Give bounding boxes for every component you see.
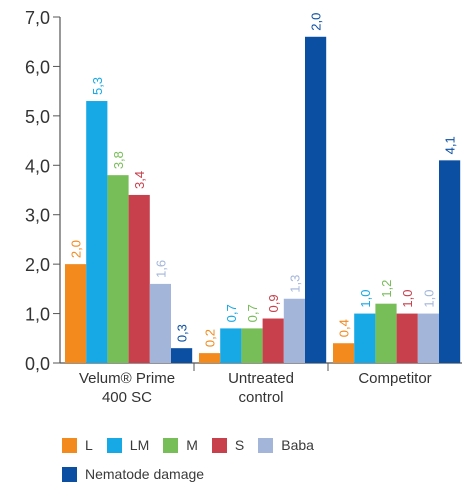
- legend-item-lm: LM: [106, 437, 150, 453]
- y-tick-label: 3,0: [25, 206, 50, 226]
- legend-label-baba: Baba: [281, 437, 314, 453]
- legend-swatch-nematode-damage: [62, 466, 77, 482]
- legend-swatch-baba: [258, 437, 274, 453]
- chart: 0,0 1,0 2,0 3,0 4,0 5,0 6,0 7,0 2,0 5,3 3,8 3,4 1,6 0…: [25, 8, 462, 406]
- bar-s: [262, 318, 284, 363]
- bar-baba: [417, 313, 439, 363]
- bar-s: [396, 313, 418, 363]
- y-tick-label: 0,0: [25, 354, 50, 374]
- legend-label-lm: LM: [129, 437, 150, 453]
- data-label: 1,0: [358, 289, 373, 307]
- legend-label-s: S: [234, 437, 245, 453]
- y-tick-label: 5,0: [25, 107, 50, 127]
- legend-swatch-m: [163, 437, 179, 453]
- bar-m: [241, 328, 263, 363]
- x-tick-label: Velum® Prime: [79, 370, 175, 387]
- bar-baba: [149, 283, 171, 363]
- x-tick-label: Untreated: [228, 370, 294, 387]
- data-label: 1,0: [421, 289, 436, 307]
- legend-item-s: S: [211, 437, 245, 453]
- data-label: 0,2: [203, 329, 218, 347]
- data-label: 2,0: [69, 240, 84, 258]
- legend-swatch-l: [62, 437, 77, 453]
- bar-nematode-damage: [439, 160, 461, 363]
- data-label: 0,9: [266, 294, 281, 312]
- bar-lm: [220, 328, 242, 363]
- bar-m: [375, 303, 397, 363]
- data-label: 0,7: [224, 304, 239, 322]
- y-tick-label: 2,0: [25, 255, 50, 275]
- y-tick-label: 1,0: [25, 305, 50, 325]
- bar-lm: [86, 101, 108, 364]
- data-label: 5,3: [90, 77, 105, 95]
- legend-row-2: Nematode damage: [62, 463, 462, 485]
- data-label: 4,1: [443, 136, 458, 154]
- bar-m: [107, 175, 129, 363]
- x-tick-label: control: [238, 389, 283, 406]
- bar-nematode-damage: [171, 348, 193, 363]
- legend-item-m: M: [163, 437, 198, 453]
- data-label: 0,4: [337, 319, 352, 337]
- bar-l: [333, 343, 355, 363]
- legend-row-1: L LM M S Baba: [62, 434, 462, 456]
- bar-baba: [283, 298, 305, 363]
- data-label: 2,0: [309, 13, 324, 31]
- x-tick-label: Competitor: [358, 370, 431, 387]
- data-label: 0,3: [175, 324, 190, 342]
- data-label: 0,7: [245, 304, 260, 322]
- bar-s: [128, 194, 150, 363]
- legend: L LM M S Baba Nematode damage: [62, 434, 462, 492]
- data-label: 1,0: [400, 289, 415, 307]
- bar-lm: [354, 313, 376, 363]
- data-label: 1,2: [379, 280, 394, 298]
- y-tick-label: 4,0: [25, 156, 50, 176]
- y-tick-label: 6,0: [25, 57, 50, 77]
- legend-item-baba: Baba: [258, 437, 314, 453]
- legend-swatch-s: [211, 437, 227, 453]
- data-label: 3,4: [132, 171, 147, 189]
- legend-label-nematode-damage: Nematode damage: [85, 466, 205, 482]
- bar-nematode-damage: [305, 36, 327, 364]
- legend-label-m: M: [186, 437, 198, 453]
- bar-l: [65, 264, 87, 363]
- data-label: 1,6: [153, 260, 168, 278]
- bar-l: [199, 353, 221, 363]
- legend-item-l: L: [62, 437, 93, 453]
- legend-swatch-lm: [106, 437, 122, 453]
- legend-label-l: L: [85, 437, 93, 453]
- x-tick-label: 400 SC: [102, 389, 152, 406]
- legend-item-nematode-damage: Nematode damage: [62, 466, 204, 482]
- data-label: 1,3: [287, 275, 302, 293]
- data-label: 3,8: [111, 151, 126, 169]
- y-tick-label: 7,0: [25, 8, 50, 28]
